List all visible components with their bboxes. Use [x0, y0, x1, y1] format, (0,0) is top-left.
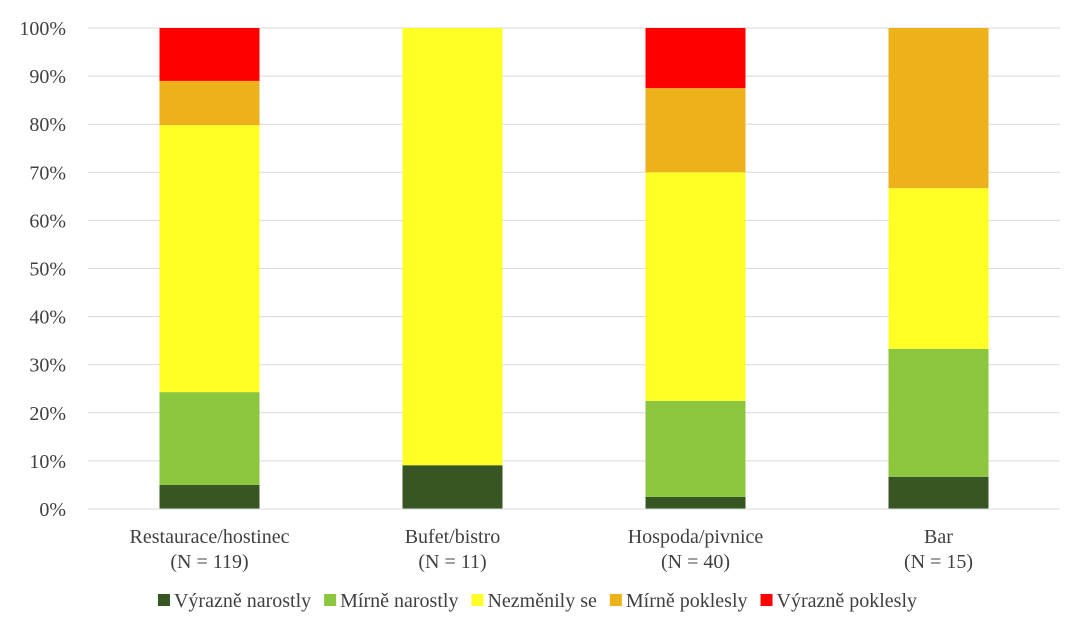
legend-swatch	[157, 594, 170, 606]
legend-item: Mírně narostly	[324, 590, 458, 612]
legend-swatch	[609, 594, 622, 606]
bar-segment	[645, 28, 746, 89]
bar-segment	[888, 28, 989, 189]
legend-label: Mírně narostly	[340, 590, 458, 612]
y-tick-label: 40%	[29, 307, 66, 329]
legend-label: Nezměnily se	[487, 590, 597, 612]
bar-segment	[159, 28, 260, 81]
y-tick-label: 80%	[29, 114, 66, 136]
y-tick-label: 20%	[29, 403, 66, 425]
x-tick-label: (N = 11)	[418, 551, 486, 573]
bar-stack	[645, 28, 746, 509]
y-tick-label: 60%	[29, 210, 66, 232]
bar-segment	[888, 348, 989, 477]
x-tick-label: (N = 40)	[661, 551, 730, 573]
legend: Výrazně narostly Mírně narostly Nezměnily …	[157, 590, 918, 612]
bars	[159, 28, 989, 509]
legend-label: Mírně poklesly	[626, 590, 748, 612]
bar-segment	[645, 172, 746, 401]
y-axis: 0% 10% 20% 30% 40% 50% 60% 70% 80% 90% 100%	[19, 18, 66, 521]
y-tick-label: 0%	[39, 499, 66, 521]
legend-item: Výrazně poklesly	[760, 590, 918, 612]
legend-row: Výrazně narostly Mírně narostly Nezměnily …	[157, 590, 918, 612]
bar-segment	[888, 188, 989, 349]
y-tick-label: 10%	[29, 451, 66, 473]
y-tick-label: 70%	[29, 162, 66, 184]
bar-segment	[159, 392, 260, 485]
bar-segment	[159, 80, 260, 126]
bar-segment	[402, 28, 503, 466]
y-tick-label: 30%	[29, 355, 66, 377]
legend-label: Výrazně narostly	[174, 590, 311, 612]
legend-item: Mírně poklesly	[609, 590, 748, 612]
y-tick-label: 50%	[29, 259, 66, 281]
legend-swatch	[760, 594, 773, 606]
bar-stack	[159, 28, 260, 509]
x-tick-label: Restaurace/hostinec	[130, 526, 290, 548]
legend-item: Nezměnily se	[471, 590, 597, 612]
x-tick-label: Bar	[924, 526, 953, 548]
x-tick-label: Bufet/bistro	[405, 526, 501, 548]
x-axis: Restaurace/hostinec (N = 119) Bufet/bistro…	[88, 508, 1060, 573]
bar-segment	[159, 125, 260, 393]
x-tick-label: (N = 119)	[170, 551, 248, 573]
bar-segment	[402, 465, 503, 509]
legend-swatch	[324, 594, 337, 606]
bar-segment	[645, 400, 746, 497]
y-tick-label: 100%	[19, 18, 66, 40]
bar-stack	[402, 28, 503, 509]
y-tick-label: 90%	[29, 66, 66, 88]
x-tick-label: (N = 15)	[904, 551, 973, 573]
bar-segment	[645, 496, 746, 509]
x-tick-label: Hospoda/pivnice	[628, 526, 764, 548]
legend-label: Výrazně poklesly	[777, 590, 918, 612]
bar-stack	[888, 28, 989, 509]
bar-segment	[645, 88, 746, 173]
bar-segment	[159, 484, 260, 509]
bar-segment	[888, 476, 989, 509]
legend-item: Výrazně narostly	[157, 590, 311, 612]
legend-swatch	[471, 594, 484, 606]
